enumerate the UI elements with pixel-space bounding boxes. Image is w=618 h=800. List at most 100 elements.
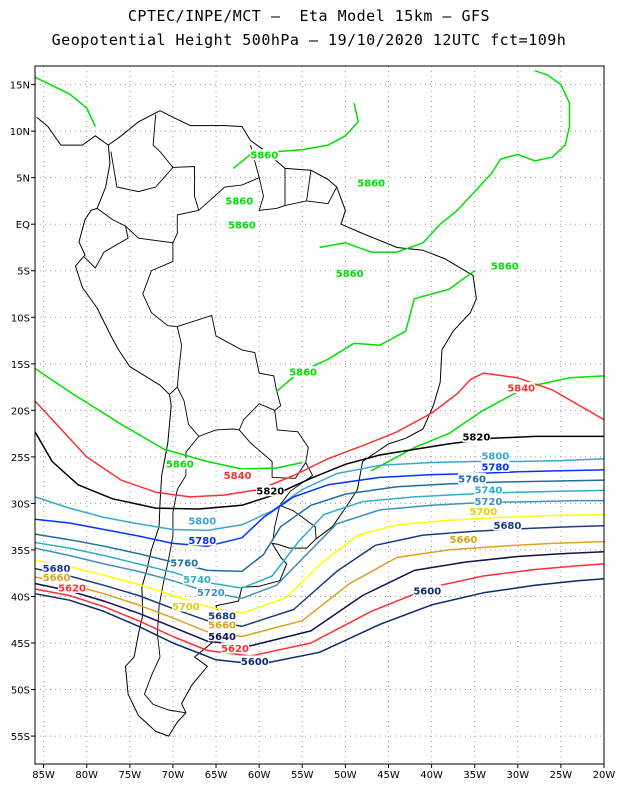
contour-label: 5860 [228, 221, 256, 232]
contour-label: 5860 [491, 261, 519, 272]
height-contour-5640 [34, 551, 605, 647]
contour-label: 5640 [208, 632, 236, 643]
contour-label: 5680 [208, 611, 236, 622]
country-border [172, 209, 199, 243]
contour-label-bg [170, 556, 199, 568]
contour-label-bg [474, 484, 503, 496]
contour-label: 5740 [475, 486, 503, 497]
height-contour-5740 [34, 489, 605, 589]
contour-label-bg [469, 505, 498, 517]
contour-label: 5820 [462, 433, 490, 444]
height-contour-5780 [34, 469, 605, 547]
contour-label: 5680 [43, 564, 71, 575]
contour-label-bg [335, 267, 364, 279]
lon-tick-label: 45W [377, 770, 400, 781]
contour-label: 5760 [170, 558, 198, 569]
height-contour-5600 [34, 578, 605, 666]
contour-label-bg [171, 600, 200, 612]
contour-label-bg [208, 619, 237, 631]
contour-label: 5780 [481, 462, 509, 473]
lat-tick-label: 15N [10, 81, 30, 92]
contour-label-bg [256, 485, 285, 497]
country-border [198, 144, 260, 211]
lat-tick-label: 5N [16, 174, 30, 185]
contour-label: 5720 [475, 497, 503, 508]
lon-tick-label: 30W [506, 770, 529, 781]
contour-label-bg [223, 469, 252, 481]
lat-tick-label: 55S [11, 732, 30, 743]
contour-label: 5740 [183, 575, 211, 586]
contour-label: 5720 [197, 588, 225, 599]
contour-label-bg [42, 562, 71, 574]
contour-label-bg [42, 571, 71, 583]
map-title: CPTEC/INPE/MCT – Eta Model 15km – GFS [127, 7, 491, 25]
map-title-block: CPTEC/INPE/MCT – Eta Model 15km – GFS Ge… [0, 4, 618, 52]
coastline [36, 116, 109, 146]
contour-label: 5600 [241, 657, 269, 668]
contour-label: 5860 [336, 269, 364, 280]
lat-tick-label: 20S [11, 406, 30, 417]
lon-tick-label: 40W [420, 770, 443, 781]
contour-label-bg [188, 514, 217, 526]
contour-label: 5840 [224, 471, 252, 482]
contour-label-bg [289, 366, 318, 378]
country-border [306, 186, 338, 205]
lon-tick-label: 80W [75, 770, 98, 781]
country-border [284, 170, 312, 207]
contour-label: 5800 [481, 451, 509, 462]
height-contour-5720 [34, 499, 604, 600]
contour-label-bg [474, 495, 503, 507]
country-border [152, 114, 174, 168]
contour-label: 5860 [166, 460, 194, 471]
lat-tick-label: 40S [11, 592, 30, 603]
country-border [143, 436, 200, 714]
country-border [238, 403, 275, 431]
coastline-layer [36, 110, 477, 737]
contour-label-bg [165, 458, 194, 470]
contour-label: 5840 [507, 383, 535, 394]
lat-tick-label: 35S [11, 546, 30, 557]
contour-label-bg [490, 259, 519, 271]
lat-tick-label: 50S [11, 686, 30, 697]
contour-label: 5620 [58, 583, 86, 594]
contour-label-bg [208, 609, 237, 621]
height-contour-5700 [34, 513, 605, 614]
lat-tick-label: 15S [11, 360, 30, 371]
lat-tick-label: 30S [11, 499, 30, 510]
contour-label: 5700 [172, 602, 200, 613]
contour-label-bg [449, 533, 478, 545]
country-border [177, 314, 282, 411]
lon-tick-label: 50W [334, 770, 357, 781]
lon-tick-label: 35W [463, 770, 486, 781]
contour-label: 5860 [250, 151, 278, 162]
contour-label-bg [493, 519, 522, 531]
country-borders-layer [83, 114, 338, 714]
lat-tick-label: 5S [17, 267, 30, 278]
height-contour-5820 [34, 431, 604, 510]
height-contour-5840 [34, 372, 605, 498]
lon-tick-label: 65W [205, 770, 228, 781]
country-border [279, 504, 317, 539]
lon-tick-label: 55W [291, 770, 314, 781]
contour-label: 5760 [458, 475, 486, 486]
contour-label: 5680 [494, 521, 522, 532]
coastline [75, 110, 477, 737]
country-border [272, 462, 314, 541]
contour-label-bg [507, 381, 536, 393]
height-contour-5860 [319, 69, 571, 253]
contour-label-bg [462, 431, 491, 443]
contour-label-bg [227, 219, 256, 231]
lat-lon-grid [35, 66, 605, 764]
lat-tick-label: 25S [11, 453, 30, 464]
height-contours-layer [34, 69, 605, 666]
lat-tick-label: 10N [10, 127, 30, 138]
contour-label: 5860 [225, 196, 253, 207]
contour-label-bg [240, 655, 269, 667]
country-border [238, 410, 309, 479]
height-contour-5620 [34, 563, 605, 657]
contour-label-bg [196, 586, 225, 598]
contour-label-bg [458, 473, 487, 485]
contour-label-bg [188, 534, 217, 546]
contour-label-bg [225, 194, 254, 206]
